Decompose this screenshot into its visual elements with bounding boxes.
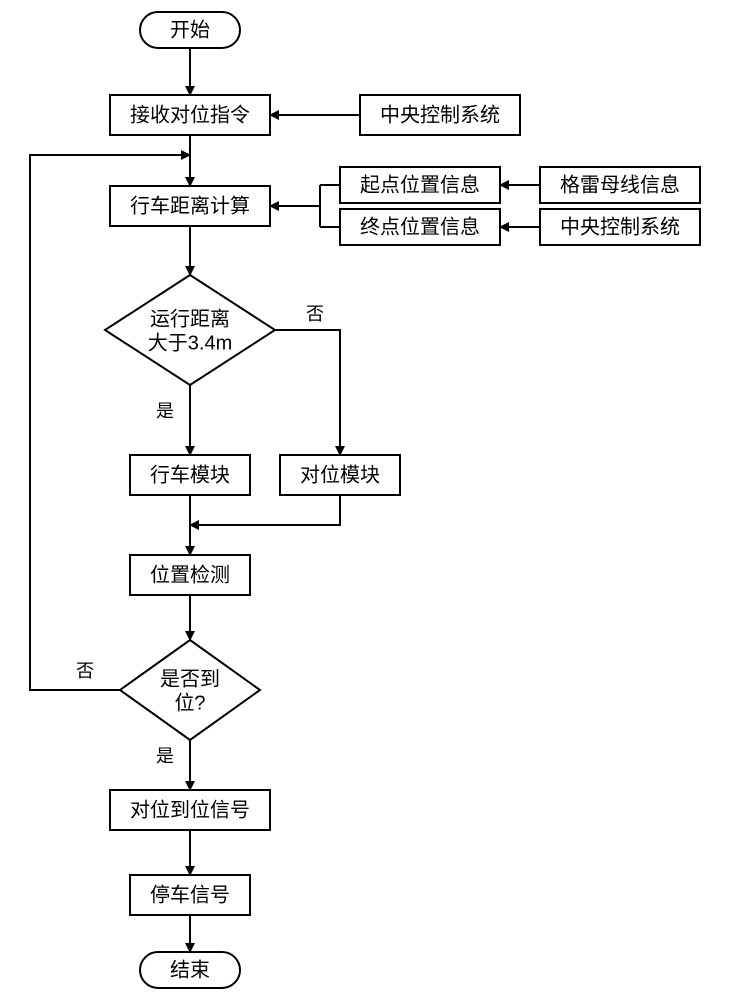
svg-text:大于3.4m: 大于3.4m <box>148 331 232 354</box>
svg-text:起点位置信息: 起点位置信息 <box>360 173 480 196</box>
svg-text:中央控制系统: 中央控制系统 <box>380 103 500 126</box>
svg-text:格雷母线信息: 格雷母线信息 <box>560 173 680 196</box>
svg-text:运行距离: 运行距离 <box>150 307 230 330</box>
svg-text:位置检测: 位置检测 <box>150 563 230 586</box>
svg-text:是: 是 <box>156 401 174 421</box>
svg-text:是: 是 <box>156 746 174 766</box>
svg-text:开始: 开始 <box>170 18 210 41</box>
svg-text:否: 否 <box>76 661 94 681</box>
svg-text:结束: 结束 <box>170 958 210 981</box>
svg-text:停车信号: 停车信号 <box>150 883 230 906</box>
svg-text:否: 否 <box>306 304 324 324</box>
svg-text:终点位置信息: 终点位置信息 <box>360 215 480 238</box>
svg-text:接收对位指令: 接收对位指令 <box>130 103 250 126</box>
svg-text:位?: 位? <box>174 691 205 714</box>
svg-text:对位到位信号: 对位到位信号 <box>130 798 250 821</box>
svg-text:行车距离计算: 行车距离计算 <box>130 194 250 217</box>
svg-text:中央控制系统: 中央控制系统 <box>560 215 680 238</box>
svg-text:是否到: 是否到 <box>160 667 220 690</box>
svg-text:行车模块: 行车模块 <box>150 463 230 486</box>
svg-text:对位模块: 对位模块 <box>300 463 380 486</box>
flowchart: 是否是否 开始接收对位指令中央控制系统行车距离计算起点位置信息终点位置信息格雷母… <box>0 0 736 1000</box>
